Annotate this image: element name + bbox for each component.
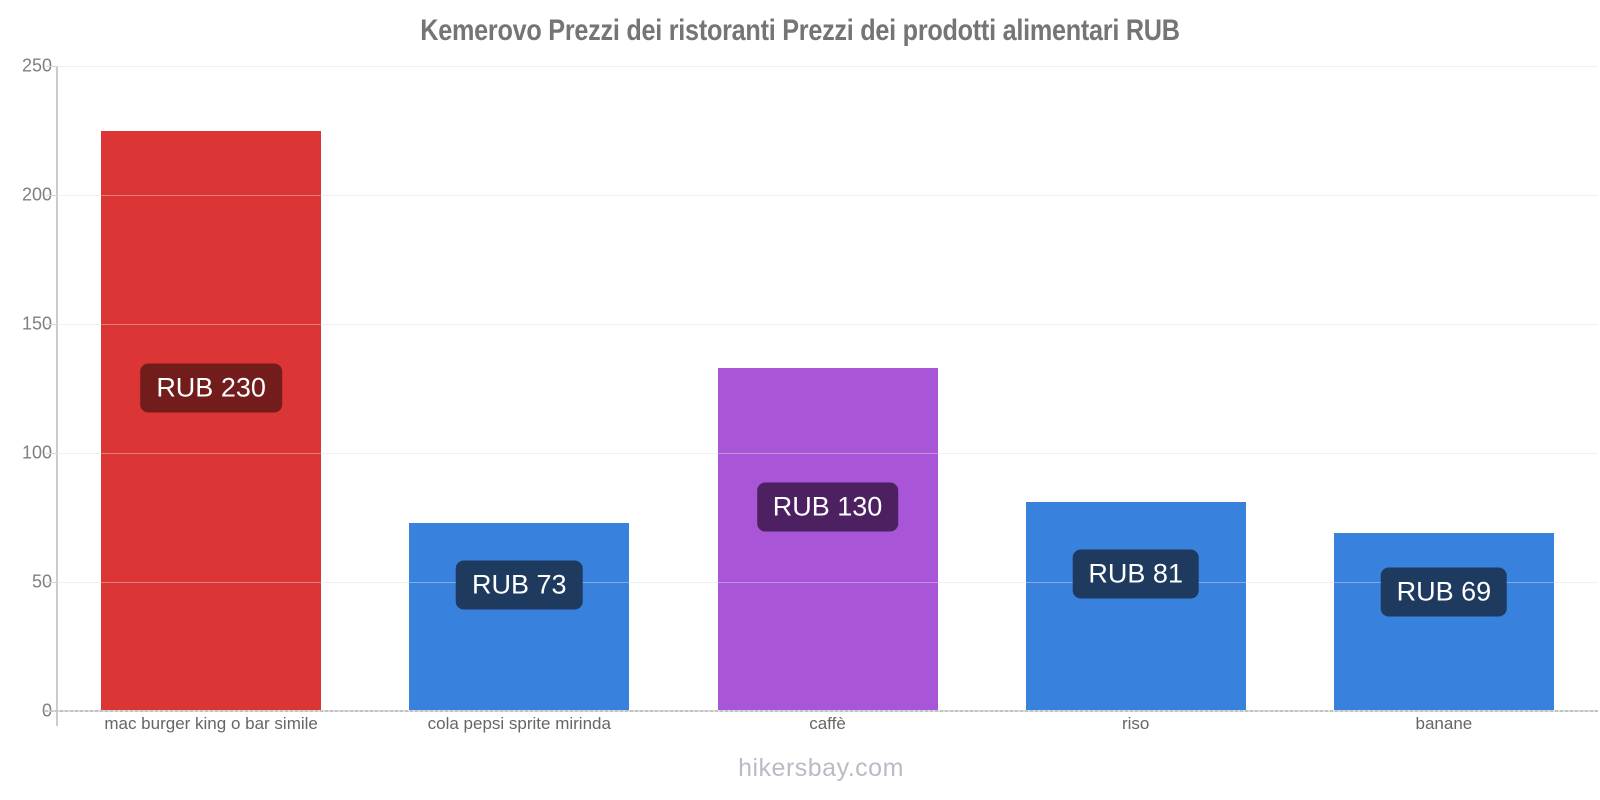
footer-watermark[interactable]: hikersbay.com (738, 754, 904, 782)
x-axis-category-1: cola pepsi sprite mirinda (427, 714, 611, 733)
x-axis-category-2: caffè (809, 714, 846, 733)
y-axis-label-150: 150 (21, 313, 52, 334)
bar-0[interactable] (101, 130, 322, 711)
y-axis-line (56, 66, 58, 726)
bar-value-badge-4: RUB 69 (1380, 567, 1508, 617)
gridline-250 (57, 66, 1598, 67)
bar-4[interactable] (1333, 532, 1554, 711)
bar-2[interactable] (717, 367, 938, 711)
gridline-150 (57, 324, 1598, 325)
gridline-200 (57, 195, 1598, 196)
bar-1[interactable] (409, 522, 630, 711)
y-axis-tick-200 (46, 195, 57, 196)
bar-value-badge-0: RUB 230 (140, 363, 282, 413)
chart-title: Kemerovo Prezzi dei ristoranti Prezzi de… (420, 14, 1180, 47)
y-axis-tick-50 (46, 582, 57, 583)
bar-value-badge-1: RUB 73 (456, 560, 583, 610)
gridline-50 (57, 582, 1598, 583)
y-axis-label-50: 50 (31, 571, 52, 592)
y-axis-tick-150 (46, 324, 57, 325)
x-axis-category-0: mac burger king o bar simile (104, 714, 318, 733)
y-axis-tick-250 (46, 66, 57, 67)
gridline-100 (57, 453, 1598, 454)
bar-value-badge-2: RUB 130 (756, 482, 899, 532)
x-axis-line (45, 710, 1598, 712)
bar-3[interactable] (1025, 502, 1246, 711)
x-axis-category-3: riso (1121, 714, 1150, 733)
bar-value-badge-3: RUB 81 (1072, 549, 1199, 599)
x-axis-category-4: banane (1415, 714, 1473, 733)
y-axis-label-100: 100 (21, 442, 52, 463)
y-axis-tick-100 (46, 453, 57, 454)
y-axis-label-250: 250 (21, 55, 52, 76)
y-axis-label-200: 200 (21, 184, 52, 205)
